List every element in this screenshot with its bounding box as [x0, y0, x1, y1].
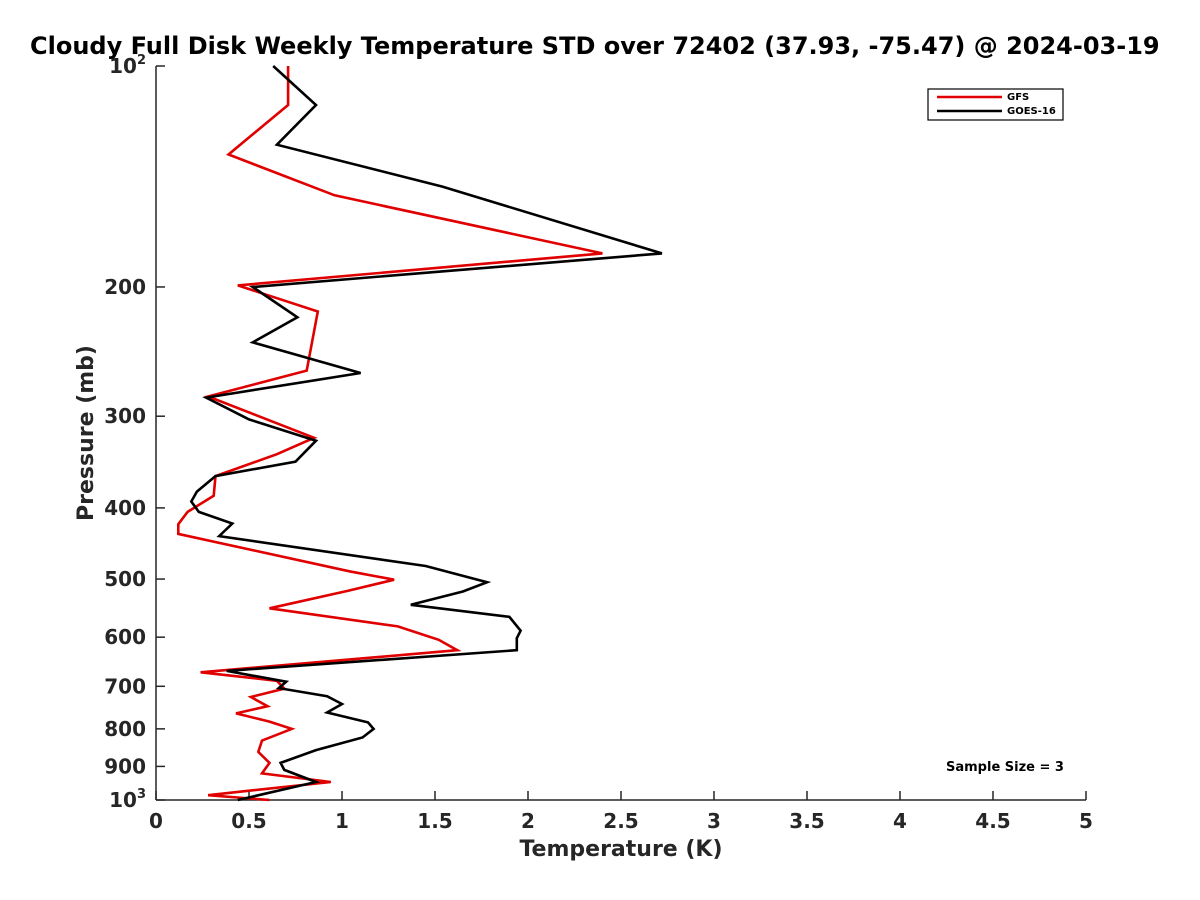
x-tick-label: 4 — [893, 809, 907, 833]
x-tick-label: 0.5 — [231, 809, 266, 833]
x-tick-label: 1 — [335, 809, 349, 833]
plot-area — [156, 66, 1086, 800]
y-tick-label: 700 — [104, 674, 146, 698]
x-tick-label: 1.5 — [417, 809, 452, 833]
y-tick-label: 900 — [104, 754, 146, 778]
y-tick-label: 102 — [109, 53, 146, 78]
x-tick-label: 3 — [707, 809, 721, 833]
x-tick-label: 2.5 — [603, 809, 638, 833]
y-tick-label: 300 — [104, 404, 146, 428]
x-ticks: 0 0.5 1 1.5 2 2.5 3 3.5 4 4.5 5 — [149, 791, 1093, 833]
y-tick-label: 500 — [104, 567, 146, 591]
chart-title: Cloudy Full Disk Weekly Temperature STD … — [30, 32, 1160, 60]
y-tick-label: 600 — [104, 625, 146, 649]
legend-label-gfs: GFS — [1007, 92, 1029, 103]
x-tick-label: 2 — [521, 809, 535, 833]
legend-label-goes16: GOES-16 — [1007, 106, 1056, 117]
series-line-goes16 — [189, 65, 663, 802]
sample-size-annotation: Sample Size = 3 — [946, 760, 1064, 775]
legend: GFS GOES-16 — [927, 88, 1064, 121]
y-tick-label: 800 — [104, 717, 146, 741]
series-layer — [177, 65, 663, 802]
y-tick-label: 200 — [104, 275, 146, 299]
x-tick-label: 0 — [149, 809, 163, 833]
series-line-gfs — [177, 66, 603, 802]
y-ticks: 102 200 300 400 500 600 700 800 900 103 — [104, 53, 165, 812]
x-tick-label: 5 — [1079, 809, 1093, 833]
x-tick-label: 3.5 — [789, 809, 824, 833]
x-tick-label: 4.5 — [975, 809, 1010, 833]
x-axis-label: Temperature (K) — [519, 837, 722, 862]
y-axis-label: Pressure (mb) — [74, 345, 99, 521]
y-tick-label: 103 — [109, 787, 146, 812]
legend-box — [927, 88, 1064, 121]
y-tick-label: 400 — [104, 496, 146, 520]
